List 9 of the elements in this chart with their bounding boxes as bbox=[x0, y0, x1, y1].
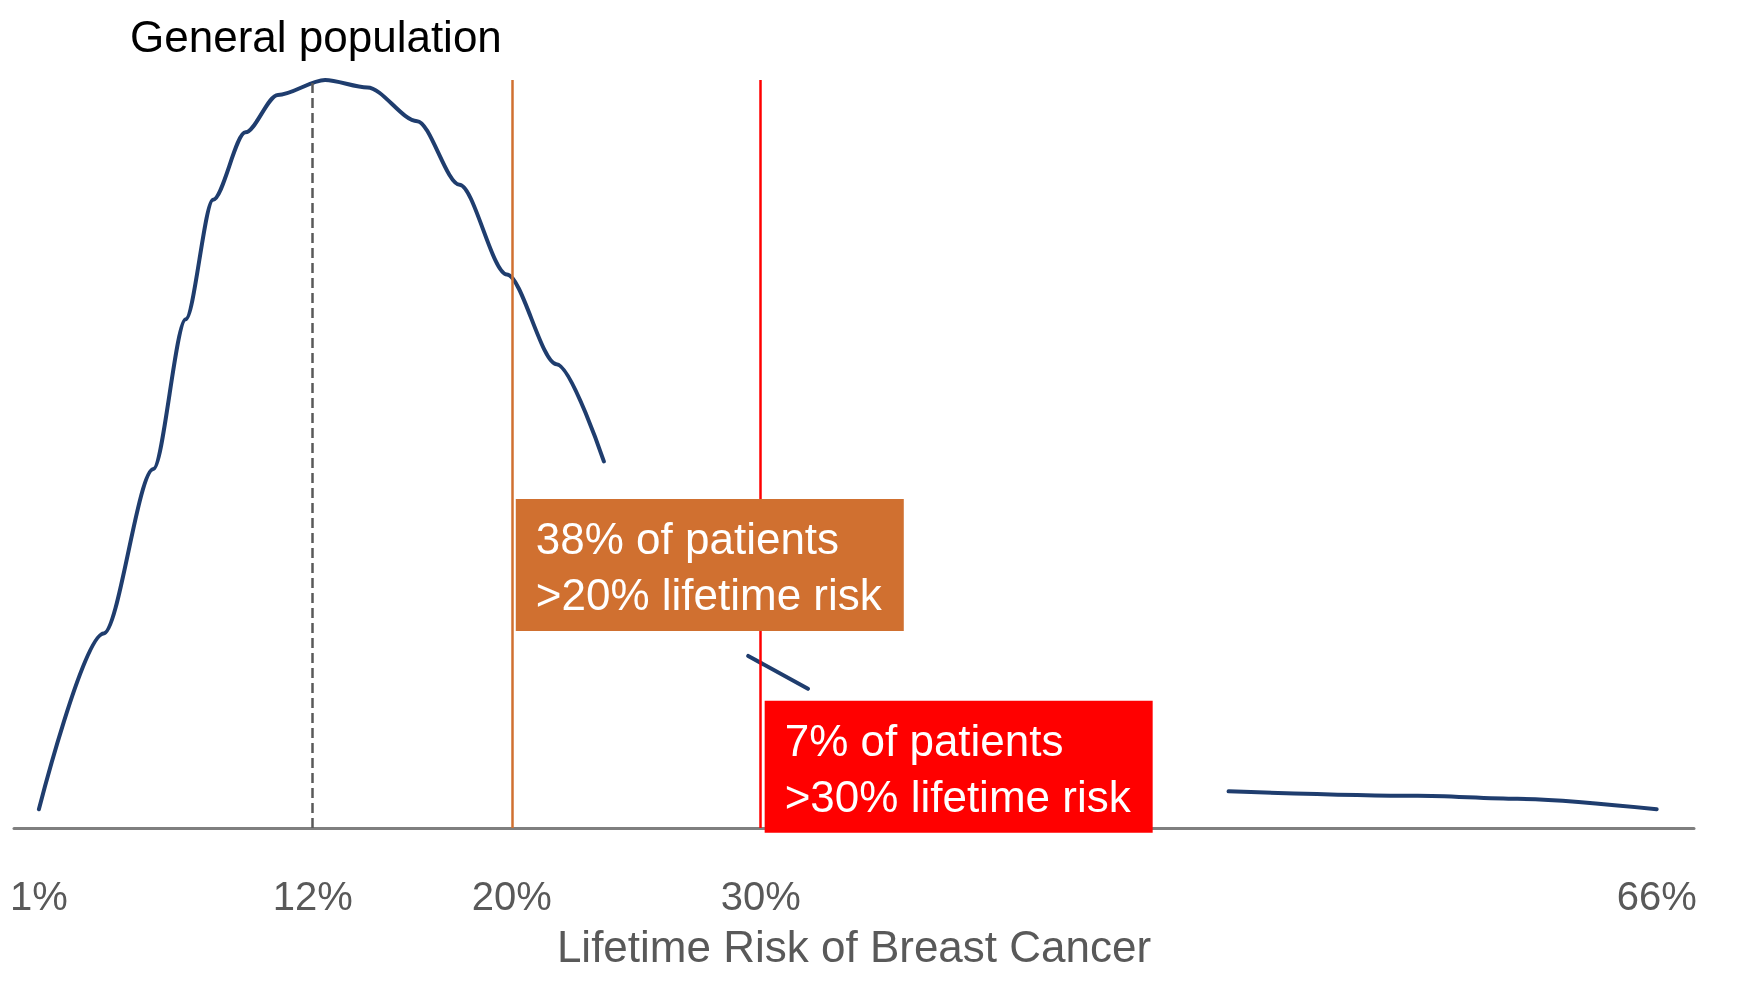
x-tick-label: 20% bbox=[471, 874, 552, 918]
x-tick-label: 66% bbox=[1616, 874, 1697, 918]
text: General population bbox=[130, 11, 502, 61]
annotation: 7% of patients >30% lifetime risk bbox=[784, 716, 1132, 822]
x-axis-title: Lifetime Risk of Breast Cancer bbox=[556, 921, 1152, 971]
x-tick-label: 12% bbox=[272, 874, 353, 918]
annotation: 38% of patients >20% lifetime risk bbox=[535, 514, 883, 620]
x-tick-label: 30% bbox=[720, 874, 801, 918]
x-tick-label: 1% bbox=[9, 874, 68, 918]
